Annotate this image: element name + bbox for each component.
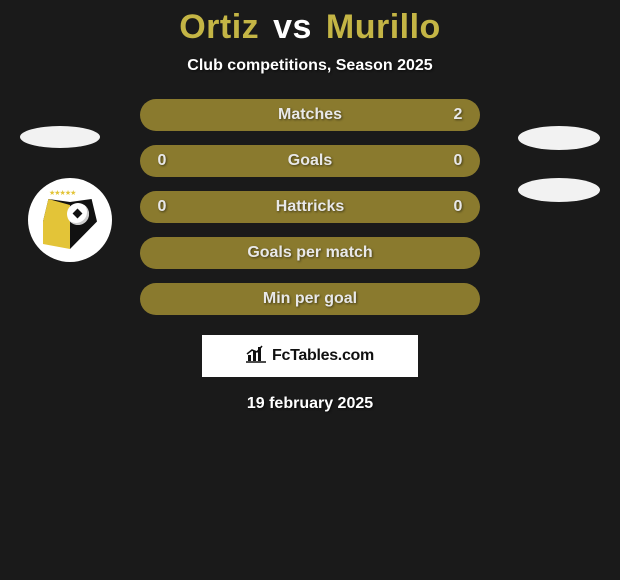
page-title: Ortiz vs Murillo — [179, 8, 441, 47]
stat-row-min-per-goal: Min per goal — [140, 283, 480, 315]
brand-text: FcTables.com — [272, 347, 374, 365]
stat-row-goals: 0 Goals 0 — [140, 145, 480, 177]
player2-club-placeholder — [518, 178, 600, 202]
stat-right-value: 2 — [448, 106, 468, 124]
player2-name: Murillo — [326, 8, 441, 46]
stat-row-goals-per-match: Goals per match — [140, 237, 480, 269]
player1-avatar-placeholder — [20, 126, 100, 148]
subtitle: Club competitions, Season 2025 — [187, 57, 432, 75]
player2-avatar-placeholder — [518, 126, 600, 150]
vs-label: vs — [273, 8, 312, 46]
stat-label: Hattricks — [276, 198, 344, 216]
stat-label: Matches — [278, 106, 342, 124]
stat-label: Goals — [288, 152, 332, 170]
footer-date: 19 february 2025 — [247, 395, 373, 413]
player1-club-badge: ★★★★★ — [28, 178, 112, 262]
stat-row-matches: Matches 2 — [140, 99, 480, 131]
stat-label: Min per goal — [263, 290, 357, 308]
shield-icon: ★★★★★ — [43, 191, 97, 249]
stat-row-hattricks: 0 Hattricks 0 — [140, 191, 480, 223]
stat-right-value: 0 — [448, 152, 468, 170]
bar-chart-icon — [246, 345, 266, 368]
stat-left-value: 0 — [152, 198, 172, 216]
brand-box: FcTables.com — [202, 335, 418, 377]
stat-left-value: 0 — [152, 152, 172, 170]
player1-name: Ortiz — [179, 8, 259, 46]
stat-right-value: 0 — [448, 198, 468, 216]
stat-label: Goals per match — [247, 244, 372, 262]
